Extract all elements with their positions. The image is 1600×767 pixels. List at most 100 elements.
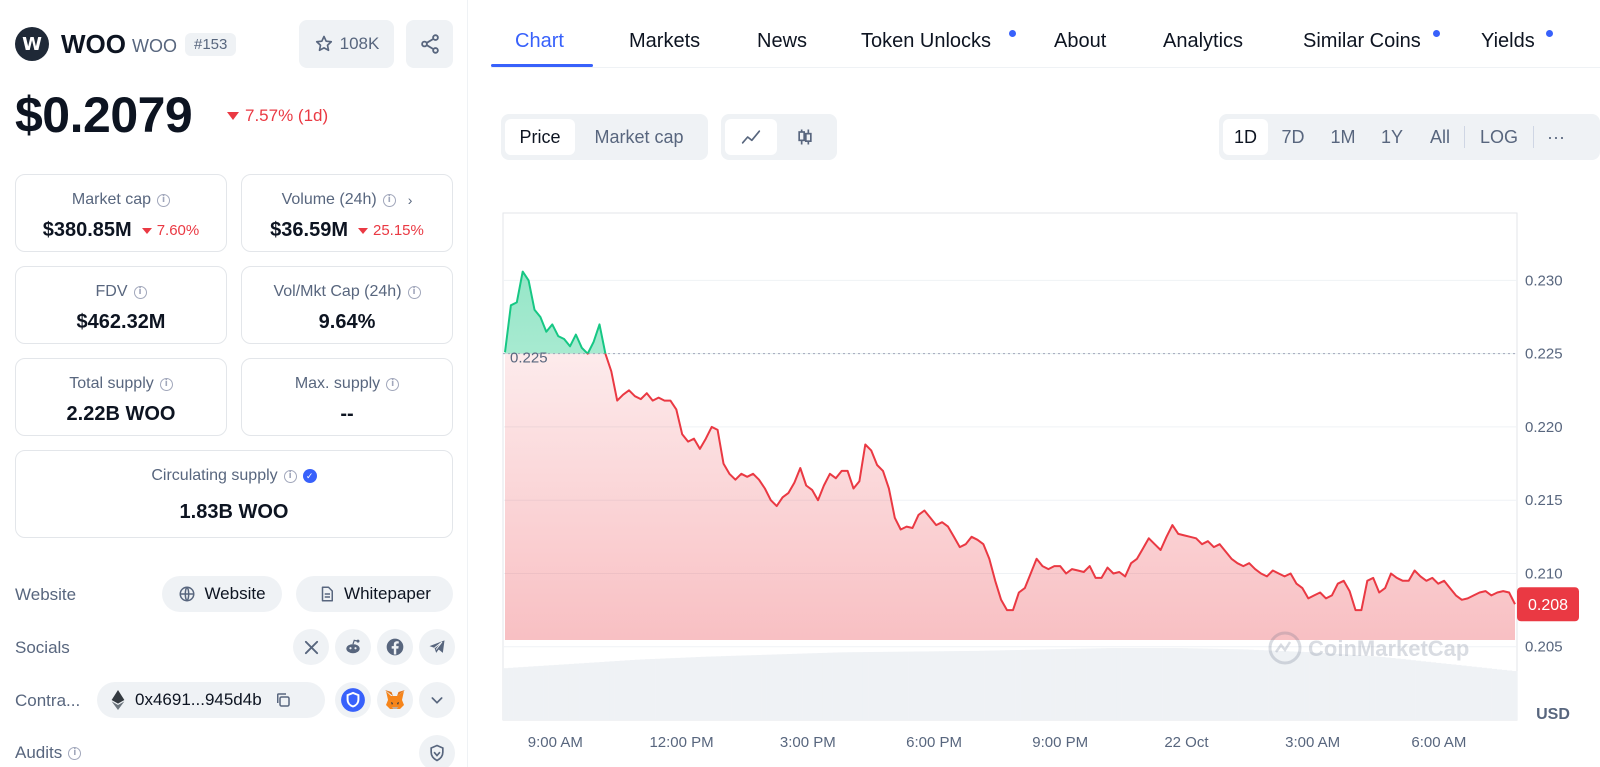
audits-row-label: Audits xyxy=(15,743,63,762)
info-icon[interactable]: i xyxy=(382,193,396,207)
volume-bar xyxy=(883,651,889,720)
volume-card[interactable]: Volume (24h) i › $36.59M 25.15% xyxy=(241,174,453,252)
reddit-icon[interactable] xyxy=(335,629,371,665)
copy-icon[interactable] xyxy=(274,691,292,709)
volume-bar xyxy=(1222,649,1229,720)
volume-bar xyxy=(999,650,1006,720)
max-supply-label: Max. supply xyxy=(294,375,381,392)
range-1m[interactable]: 1M xyxy=(1330,126,1356,147)
volume-bar xyxy=(979,650,985,720)
info-icon[interactable]: i xyxy=(133,285,147,299)
reference-price-label: 0.225 xyxy=(510,350,548,367)
price-toggle[interactable]: Price xyxy=(505,119,575,155)
audit-shield-icon[interactable] xyxy=(419,735,455,767)
y-tick-label: 0.215 xyxy=(1525,492,1563,509)
info-icon[interactable]: i xyxy=(407,285,421,299)
verified-check-icon: ✓ xyxy=(302,469,317,483)
volume-bar xyxy=(553,664,560,720)
volume-bar xyxy=(1035,649,1041,720)
volume-bar xyxy=(1212,648,1219,720)
website-button[interactable]: Website xyxy=(162,576,282,612)
volume-bar xyxy=(1121,648,1127,720)
x-twitter-icon[interactable] xyxy=(293,629,329,665)
coin-rank-badge: #153 xyxy=(185,32,237,56)
circulating-supply-value: 1.83B WOO xyxy=(179,501,289,523)
tab-chart[interactable]: Chart xyxy=(515,30,564,52)
watchlist-count: 108K xyxy=(339,34,380,53)
volume-bar xyxy=(624,660,631,720)
volume-bar xyxy=(868,652,874,720)
info-icon[interactable]: i xyxy=(386,377,400,391)
volume-bar xyxy=(604,661,610,720)
tab-markets[interactable]: Markets xyxy=(629,30,701,52)
volume-bar xyxy=(1390,658,1396,720)
volume-bar xyxy=(1065,648,1072,720)
volume-bar xyxy=(878,651,884,720)
volume-bar xyxy=(1015,649,1021,720)
volume-change: 25.15% xyxy=(357,222,424,239)
tab-token-unlocks[interactable]: Token Unlocks xyxy=(861,30,992,52)
range-7d[interactable]: 7D xyxy=(1281,126,1305,147)
tab-yields[interactable]: Yields xyxy=(1481,30,1535,52)
log-scale-toggle[interactable]: LOG xyxy=(1479,126,1518,147)
tab-news[interactable]: News xyxy=(757,30,808,52)
share-button[interactable] xyxy=(406,20,453,68)
down-arrow-icon xyxy=(227,112,239,120)
volume-bar xyxy=(898,651,904,720)
metamask-icon[interactable] xyxy=(377,682,413,718)
volume-bar xyxy=(1263,650,1269,720)
range-all[interactable]: All xyxy=(1429,126,1450,147)
volume-bar xyxy=(832,652,838,720)
y-tick-label: 0.220 xyxy=(1525,419,1563,436)
volume-bar xyxy=(721,656,727,720)
tab-similar-coins[interactable]: Similar Coins xyxy=(1303,30,1421,52)
volume-bar xyxy=(1030,649,1036,720)
divider xyxy=(1533,126,1534,148)
volume-bar xyxy=(1258,650,1264,720)
volume-bar xyxy=(589,662,595,720)
volume-bar xyxy=(1456,665,1462,720)
volume-bar xyxy=(888,651,894,720)
volume-bar xyxy=(827,652,833,720)
info-icon[interactable]: i xyxy=(159,377,173,391)
volume-bar xyxy=(1405,659,1411,720)
volume-bar xyxy=(1283,651,1290,720)
volume-bar xyxy=(1339,654,1345,720)
candlestick-chart-icon[interactable] xyxy=(777,119,833,155)
volume-bar xyxy=(543,665,549,720)
volume-bar xyxy=(1177,648,1183,720)
market-cap-toggle[interactable]: Market cap xyxy=(594,126,684,147)
volume-bar xyxy=(923,651,930,720)
volume-bar xyxy=(563,664,570,720)
whitepaper-button[interactable]: Whitepaper xyxy=(296,576,453,612)
line-chart-icon[interactable] xyxy=(725,119,777,155)
y-tick-label: 0.210 xyxy=(1525,565,1563,582)
time-range-selector: 1D 7D 1M 1Y All LOG ··· xyxy=(1219,114,1600,160)
contract-address-pill[interactable]: 0x4691...945d4b xyxy=(97,682,325,718)
volume-bar xyxy=(974,650,980,720)
info-icon[interactable]: i xyxy=(68,746,82,760)
volume-bar xyxy=(1309,652,1315,720)
volume-bar xyxy=(939,651,945,720)
info-icon[interactable]: i xyxy=(157,193,171,207)
tab-about[interactable]: About xyxy=(1054,30,1107,52)
info-icon[interactable]: i xyxy=(283,469,297,483)
chevron-right-icon[interactable]: › xyxy=(407,192,413,208)
chevron-down-icon[interactable] xyxy=(419,682,455,718)
range-1d[interactable]: 1D xyxy=(1223,119,1268,155)
volume-bar xyxy=(1329,653,1335,720)
volume-bar xyxy=(1319,652,1325,720)
currency-unit-label: USD xyxy=(1536,706,1570,723)
tab-analytics[interactable]: Analytics xyxy=(1163,30,1244,52)
market-cap-card: Market cap i $380.85M 7.60% xyxy=(15,174,227,252)
range-1y[interactable]: 1Y xyxy=(1380,126,1404,147)
security-shield-icon[interactable] xyxy=(335,682,371,718)
watchlist-button[interactable]: 108K xyxy=(299,20,394,68)
volume-bar xyxy=(776,654,783,720)
fdv-label: FDV xyxy=(95,283,128,300)
more-options-icon[interactable]: ··· xyxy=(1547,126,1565,147)
volume-bar xyxy=(1304,652,1310,720)
vol-mkt-cap-value: 9.64% xyxy=(318,311,376,333)
facebook-icon[interactable] xyxy=(377,629,413,665)
telegram-icon[interactable] xyxy=(419,629,455,665)
